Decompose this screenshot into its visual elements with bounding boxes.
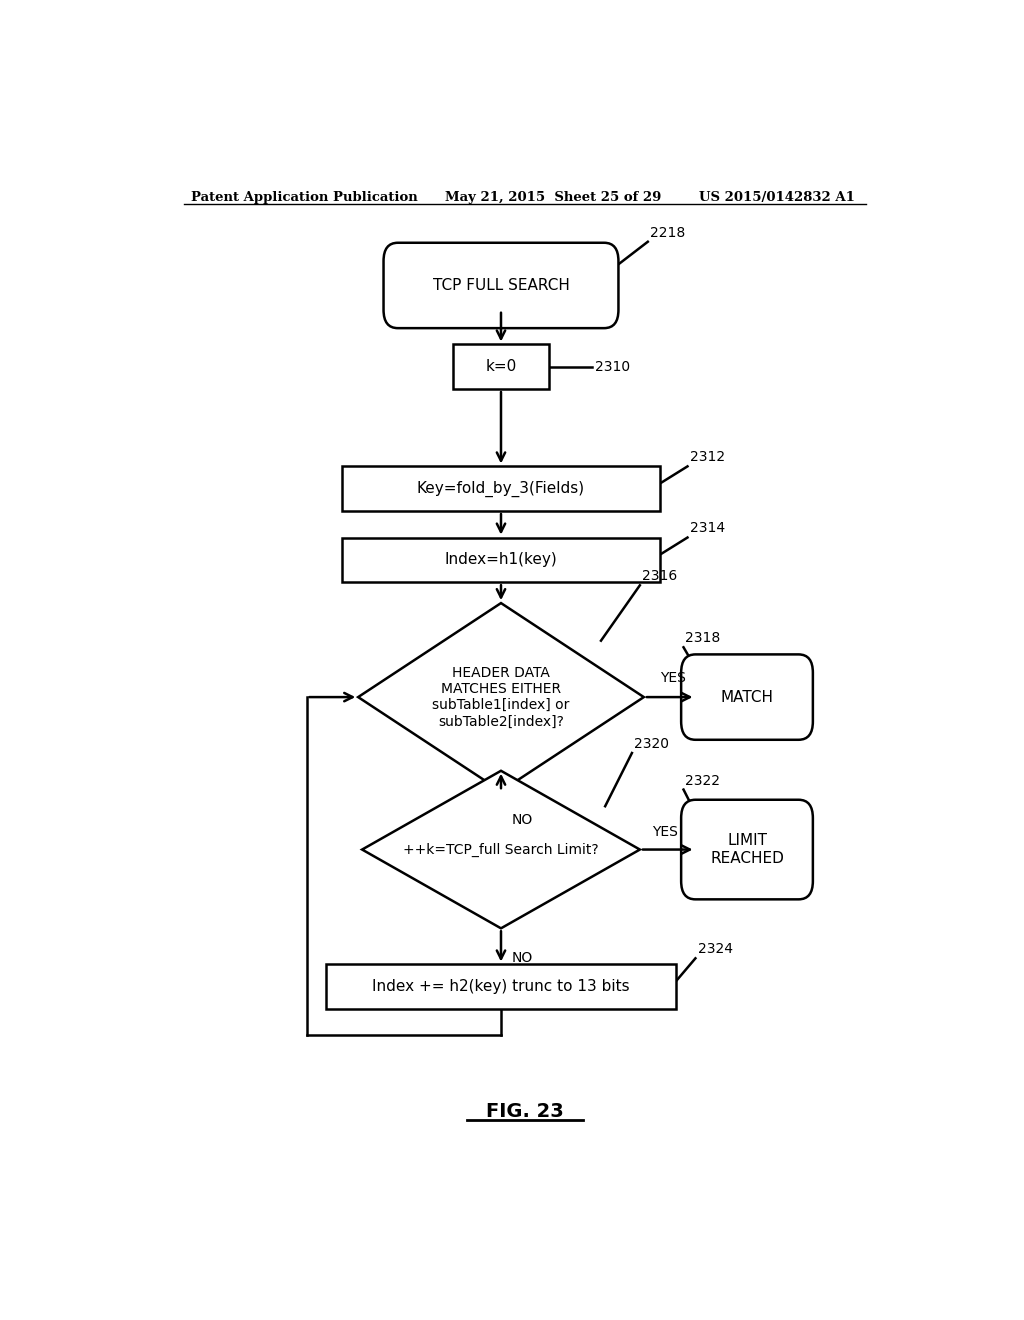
FancyBboxPatch shape [384,243,618,329]
Text: 2314: 2314 [690,521,725,536]
Text: Key=fold_by_3(Fields): Key=fold_by_3(Fields) [417,480,585,496]
Polygon shape [358,603,644,791]
Text: ++k=TCP_full Search Limit?: ++k=TCP_full Search Limit? [403,842,599,857]
Text: 2312: 2312 [690,450,725,465]
Text: Index=h1(key): Index=h1(key) [444,552,557,568]
Text: 2310: 2310 [595,360,630,374]
Text: 2218: 2218 [650,226,685,240]
Text: TCP FULL SEARCH: TCP FULL SEARCH [432,279,569,293]
Text: 2324: 2324 [697,942,733,956]
Text: YES: YES [659,671,686,685]
Text: Patent Application Publication: Patent Application Publication [191,191,418,203]
Text: FIG. 23: FIG. 23 [486,1102,563,1121]
Text: 2318: 2318 [685,631,720,645]
Bar [342,537,659,582]
Text: YES: YES [652,825,678,840]
Polygon shape [362,771,640,928]
Bar [342,466,659,511]
FancyBboxPatch shape [681,655,813,739]
Text: MATCH: MATCH [721,689,773,705]
FancyBboxPatch shape [681,800,813,899]
Text: 2320: 2320 [634,737,670,751]
Text: k=0: k=0 [485,359,517,375]
Text: LIMIT
REACHED: LIMIT REACHED [710,833,784,866]
Text: Index += h2(key) trunc to 13 bits: Index += h2(key) trunc to 13 bits [372,979,630,994]
Text: NO: NO [511,813,532,828]
Bar [454,345,549,389]
Bar [327,965,676,1008]
Text: NO: NO [511,950,532,965]
Text: US 2015/0142832 A1: US 2015/0142832 A1 [699,191,855,203]
Text: 2316: 2316 [642,569,678,583]
Text: HEADER DATA
MATCHES EITHER
subTable1[index] or
subTable2[index]?: HEADER DATA MATCHES EITHER subTable1[ind… [432,665,569,729]
Text: May 21, 2015  Sheet 25 of 29: May 21, 2015 Sheet 25 of 29 [445,191,662,203]
Text: 2322: 2322 [685,774,720,788]
